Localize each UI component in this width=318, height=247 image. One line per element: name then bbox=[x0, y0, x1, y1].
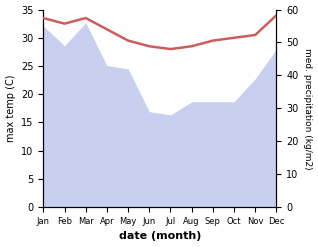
X-axis label: date (month): date (month) bbox=[119, 231, 201, 242]
Y-axis label: med. precipitation (kg/m2): med. precipitation (kg/m2) bbox=[303, 48, 313, 169]
Y-axis label: max temp (C): max temp (C) bbox=[5, 75, 16, 142]
